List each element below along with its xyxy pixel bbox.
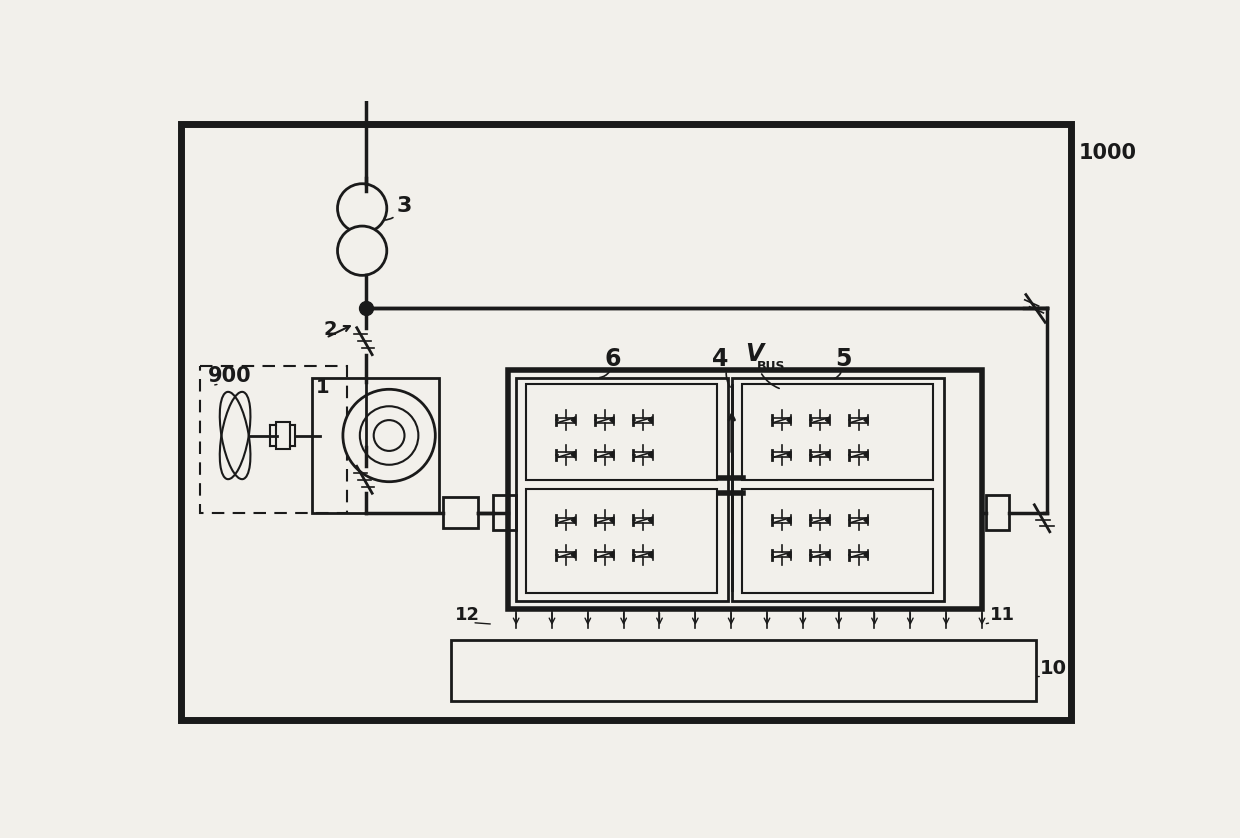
Bar xyxy=(516,378,728,601)
Bar xyxy=(277,422,290,448)
Bar xyxy=(732,378,944,601)
Text: BUS: BUS xyxy=(758,360,786,373)
Bar xyxy=(986,494,1009,530)
Text: 12: 12 xyxy=(455,607,480,624)
Circle shape xyxy=(343,390,435,482)
Polygon shape xyxy=(864,517,868,524)
Bar xyxy=(494,494,516,530)
Text: 11: 11 xyxy=(990,607,1014,624)
Text: V: V xyxy=(745,342,763,366)
Circle shape xyxy=(373,420,404,451)
Polygon shape xyxy=(787,416,791,423)
Bar xyxy=(443,497,477,528)
Polygon shape xyxy=(649,551,652,558)
Polygon shape xyxy=(572,551,575,558)
Polygon shape xyxy=(572,517,575,524)
Text: 3: 3 xyxy=(397,196,412,216)
Circle shape xyxy=(360,406,418,465)
Bar xyxy=(526,489,717,593)
Text: 1000: 1000 xyxy=(1079,143,1136,163)
Polygon shape xyxy=(649,452,652,458)
Circle shape xyxy=(337,184,387,233)
Bar xyxy=(450,639,1035,701)
Polygon shape xyxy=(610,452,614,458)
Polygon shape xyxy=(826,517,830,524)
Polygon shape xyxy=(864,452,868,458)
Text: 1: 1 xyxy=(316,378,330,397)
Bar xyxy=(526,384,717,480)
Circle shape xyxy=(337,226,387,276)
Polygon shape xyxy=(787,551,791,558)
Polygon shape xyxy=(826,416,830,423)
Bar xyxy=(201,366,347,513)
Polygon shape xyxy=(649,416,652,423)
Text: 5: 5 xyxy=(836,347,852,371)
Polygon shape xyxy=(610,416,614,423)
Polygon shape xyxy=(572,416,575,423)
Text: 2: 2 xyxy=(324,320,337,339)
Polygon shape xyxy=(787,517,791,524)
Bar xyxy=(508,370,982,608)
Bar xyxy=(742,384,932,480)
Polygon shape xyxy=(572,452,575,458)
Polygon shape xyxy=(787,452,791,458)
Polygon shape xyxy=(610,517,614,524)
Polygon shape xyxy=(610,551,614,558)
Polygon shape xyxy=(826,452,830,458)
Text: 4: 4 xyxy=(712,347,728,371)
Text: 10: 10 xyxy=(1040,660,1066,678)
Polygon shape xyxy=(649,517,652,524)
Bar xyxy=(312,378,439,513)
Polygon shape xyxy=(864,416,868,423)
Polygon shape xyxy=(826,551,830,558)
Text: 900: 900 xyxy=(208,365,252,385)
Bar xyxy=(742,489,932,593)
Polygon shape xyxy=(864,551,868,558)
Text: 6: 6 xyxy=(604,347,621,371)
